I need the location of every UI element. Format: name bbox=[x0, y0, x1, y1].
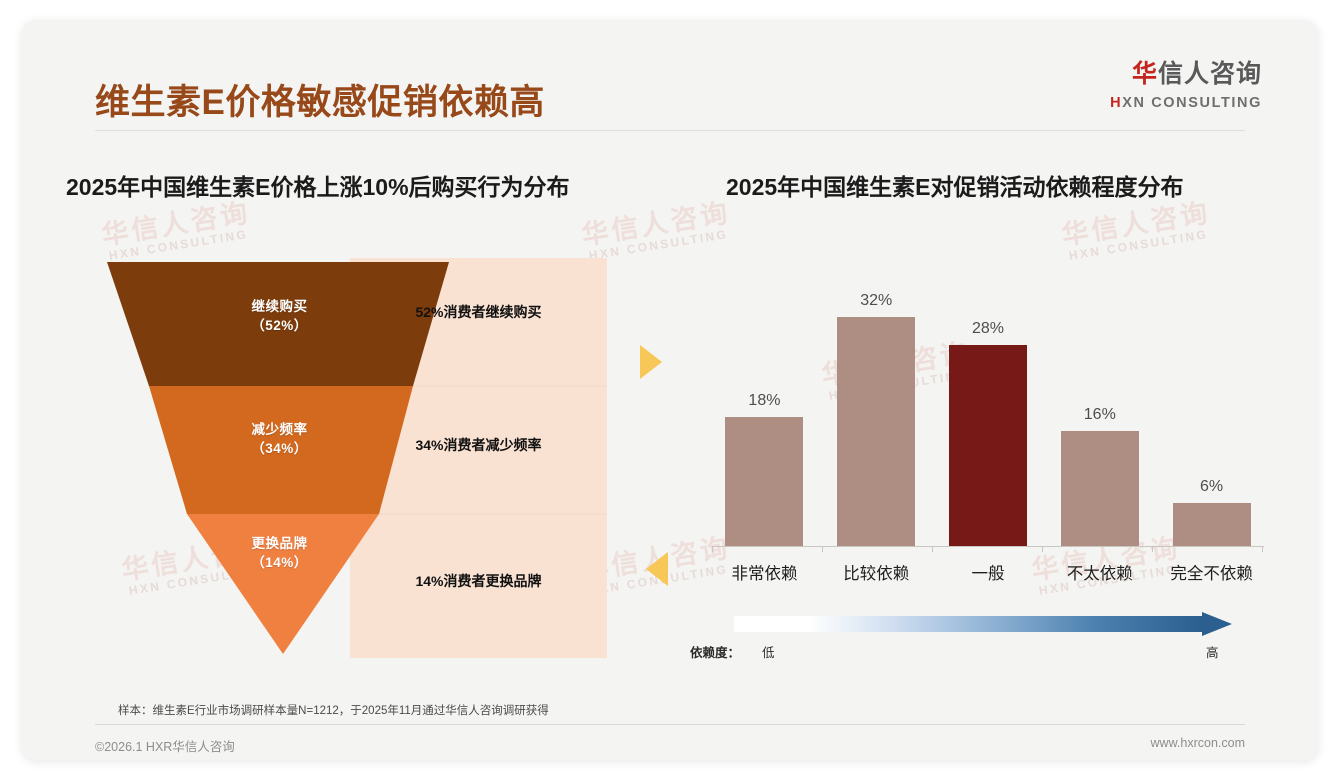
legend-low-label: 低 bbox=[762, 646, 775, 660]
funnel-note-bg-3 bbox=[350, 514, 607, 658]
category-label: 非常依赖 bbox=[731, 565, 798, 583]
funnel-label-3-name: 更换品牌 bbox=[251, 536, 308, 551]
funnel-segment-1 bbox=[107, 262, 449, 386]
header-divider bbox=[95, 130, 1245, 131]
axis-tick bbox=[1152, 546, 1153, 552]
funnel-segment-3 bbox=[187, 514, 379, 654]
bar-rect bbox=[1172, 503, 1251, 546]
bar-column: 28% bbox=[936, 288, 1041, 546]
slide-canvas: 华信人咨询 HXN CONSULTING 华信人咨询 HXN CONSULTIN… bbox=[22, 20, 1318, 760]
bar-rect-highlight bbox=[949, 345, 1027, 546]
bar-value-label: 28% bbox=[971, 320, 1005, 337]
watermark-cn: 华信人咨询 bbox=[1059, 197, 1213, 251]
dependency-gradient-legend: 依赖度： 低 高 bbox=[690, 612, 1270, 674]
funnel-label-1: 继续购买 （52%） bbox=[207, 298, 352, 335]
triangle-left-icon bbox=[646, 552, 668, 586]
bar-column: 18% bbox=[712, 288, 817, 546]
copyright-text: ©2026.1 HXR华信人咨询 bbox=[95, 740, 235, 754]
logo-english-text: HXN CONSULTING bbox=[1110, 96, 1262, 111]
right-chart-title: 2025年中国维生素E对促销活动依赖程度分布 bbox=[726, 174, 1184, 200]
bar-value-label: 18% bbox=[748, 392, 781, 409]
axis-tick bbox=[1262, 546, 1263, 552]
axis-tick bbox=[712, 546, 713, 552]
axis-tick bbox=[932, 546, 933, 552]
left-chart-title: 2025年中国维生素E价格上涨10%后购买行为分布 bbox=[66, 174, 570, 200]
bar-rect bbox=[725, 417, 804, 546]
slide-header: 维生素E价格敏感促销依赖高 华信人咨询 HXN CONSULTING bbox=[22, 20, 1318, 131]
x-axis-labels: 非常依赖 比较依赖 一般 不太依赖 完全不依赖 bbox=[712, 560, 1264, 584]
axis-tick bbox=[1042, 546, 1043, 552]
watermark-en: HXN CONSULTING bbox=[1067, 227, 1210, 264]
gradient-arrow bbox=[734, 612, 1250, 636]
watermark-en: HXN CONSULTING bbox=[587, 227, 730, 264]
bar-column: 16% bbox=[1047, 288, 1152, 546]
source-note: 样本：维生素E行业市场调研样本量N=1212，于2025年11月通过华信人咨询调… bbox=[118, 705, 549, 717]
funnel-note-3: 14%消费者更换品牌 bbox=[415, 573, 542, 589]
bar-rect bbox=[837, 317, 916, 546]
logo-en-red: H bbox=[1110, 95, 1123, 111]
funnel-note-2: 34%消费者减少频率 bbox=[415, 437, 542, 453]
funnel-note-1: 52%消费者继续购买 bbox=[415, 304, 542, 320]
dependency-bar-chart: 18% 32% 28% 16% 6% bbox=[690, 288, 1270, 598]
x-axis-line bbox=[712, 546, 1264, 547]
logo-cn-red: 华 bbox=[1131, 60, 1158, 88]
funnel-label-2: 减少频率 （34%） bbox=[207, 421, 352, 458]
gradient-arrow-head-icon bbox=[1202, 612, 1232, 636]
watermark-cn: 华信人咨询 bbox=[579, 197, 733, 251]
logo-cn-rest: 信人咨询 bbox=[1157, 60, 1262, 88]
funnel-label-1-value: （52%） bbox=[251, 317, 308, 333]
funnel-label-1-name: 继续购买 bbox=[251, 299, 308, 314]
bar-value-label: 16% bbox=[1083, 406, 1116, 423]
bar-column: 6% bbox=[1159, 288, 1264, 546]
logo-en-rest: XN CONSULTING bbox=[1122, 95, 1262, 111]
bar-value-label: 6% bbox=[1200, 478, 1224, 495]
bar-column: 32% bbox=[824, 288, 929, 546]
funnel-label-3: 更换品牌 （14%） bbox=[207, 535, 352, 572]
legend-caption: 依赖度： bbox=[690, 646, 741, 660]
gradient-bar bbox=[734, 616, 1202, 632]
website-link[interactable]: www.hxrcon.com bbox=[1150, 736, 1245, 750]
company-logo: 华信人咨询 HXN CONSULTING bbox=[1110, 62, 1262, 111]
bar-rect bbox=[1060, 431, 1139, 546]
category-label: 不太依赖 bbox=[1066, 565, 1133, 583]
page-title: 维生素E价格敏感促销依赖高 bbox=[95, 83, 545, 122]
bar-plot-area: 18% 32% 28% 16% 6% bbox=[712, 288, 1264, 546]
funnel-label-2-value: （34%） bbox=[251, 440, 308, 456]
funnel-svg bbox=[107, 258, 607, 658]
funnel-label-2-name: 减少频率 bbox=[251, 422, 308, 437]
legend-high-label: 高 bbox=[1206, 646, 1219, 660]
triangle-right-icon bbox=[640, 345, 662, 379]
footer-divider bbox=[95, 724, 1245, 725]
axis-tick bbox=[822, 546, 823, 552]
watermark: 华信人咨询 HXN CONSULTING bbox=[579, 197, 735, 264]
category-label: 完全不依赖 bbox=[1170, 565, 1253, 583]
funnel-segment-2 bbox=[149, 386, 413, 514]
watermark: 华信人咨询 HXN CONSULTING bbox=[99, 197, 255, 264]
bar-value-label: 32% bbox=[860, 292, 893, 309]
funnel-label-3-value: （14%） bbox=[251, 554, 308, 570]
category-label: 比较依赖 bbox=[843, 565, 910, 583]
funnel-chart: 继续购买 （52%） 减少频率 （34%） 更换品牌 （14%） 52%消费者继… bbox=[97, 258, 607, 658]
logo-chinese-text: 华信人咨询 bbox=[1110, 62, 1262, 87]
category-label: 一般 bbox=[971, 565, 1005, 583]
watermark: 华信人咨询 HXN CONSULTING bbox=[1059, 197, 1215, 264]
watermark-cn: 华信人咨询 bbox=[99, 197, 253, 251]
